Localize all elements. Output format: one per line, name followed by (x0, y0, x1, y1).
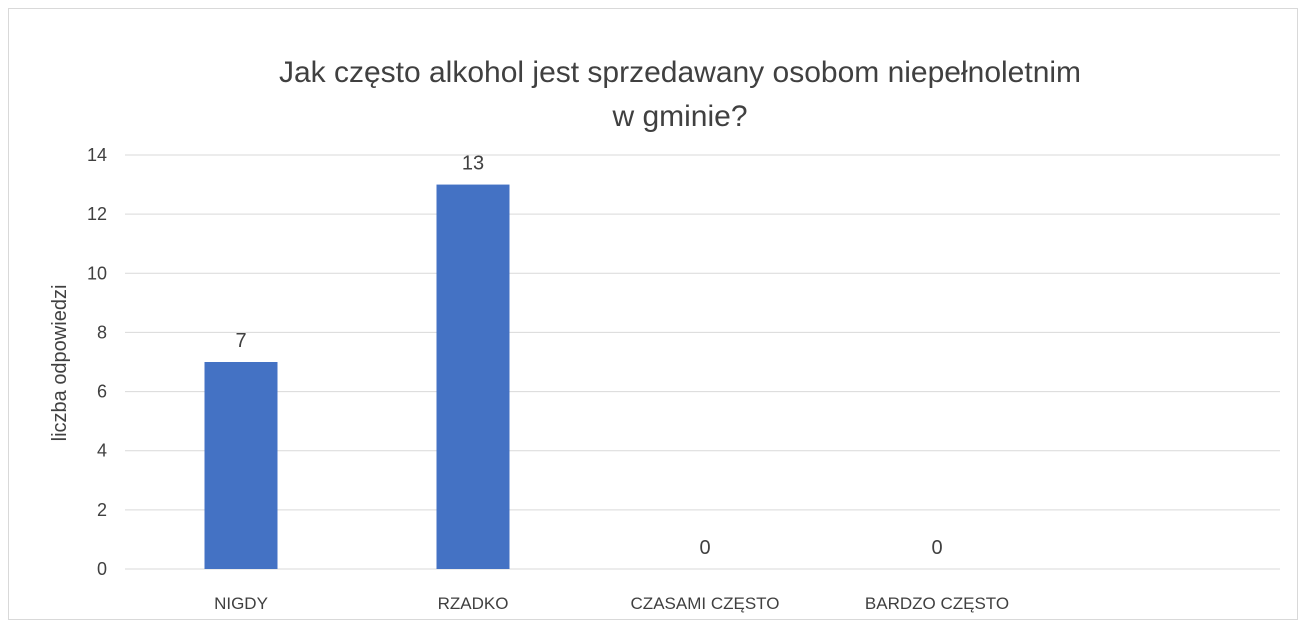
x-tick-label: NIGDY (214, 594, 268, 613)
bar-1 (204, 362, 278, 569)
x-tick-label: CZASAMI CZĘSTO (631, 594, 780, 613)
bars (204, 184, 510, 570)
y-tick-label: 2 (97, 500, 107, 520)
y-tick-label: 4 (97, 441, 107, 461)
data-labels: 7 13 0 0 (235, 153, 942, 559)
y-tick-label: 14 (87, 145, 107, 165)
x-tick-label: BARDZO CZĘSTO (865, 594, 1009, 613)
data-label: 13 (462, 153, 484, 175)
data-label: 0 (931, 537, 942, 559)
chart-title-line-2: w gminie? (611, 100, 747, 133)
gridlines (125, 154, 1280, 570)
y-axis-title: liczba odpowiedzi (49, 285, 71, 442)
x-tick-label: RZADKO (438, 594, 509, 613)
data-label: 7 (235, 330, 246, 352)
y-tick-label: 6 (97, 382, 107, 402)
data-label: 0 (699, 537, 710, 559)
y-tick-label: 8 (97, 322, 107, 342)
y-tick-label: 12 (87, 204, 107, 224)
y-tick-label: 10 (87, 263, 107, 283)
y-tick-label: 0 (97, 559, 107, 579)
y-tick-labels: 0 2 4 6 8 10 12 14 (87, 145, 107, 579)
bar-2 (436, 184, 510, 570)
chart-title-line-1: Jak często alkohol jest sprzedawany osob… (279, 56, 1081, 89)
x-tick-labels: NIGDY RZADKO CZASAMI CZĘSTO BARDZO CZĘSTO (214, 594, 1009, 613)
